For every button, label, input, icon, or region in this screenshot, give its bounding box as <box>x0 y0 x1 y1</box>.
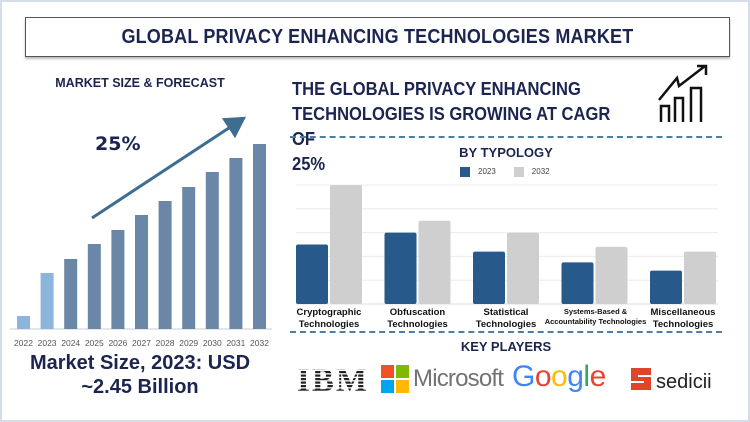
bar-2032-1 <box>418 220 451 304</box>
key-players-title: KEY PLAYERS <box>460 339 552 354</box>
legend-swatch <box>460 167 470 177</box>
bar-2027 <box>135 215 148 329</box>
headline: THE GLOBAL PRIVACY ENHANCING TECHNOLOGIE… <box>292 77 662 177</box>
category-label: Cryptographic Technologies <box>296 307 362 330</box>
title-text: GLOBAL PRIVACY ENHANCING TECHNOLOGIES MA… <box>121 25 634 48</box>
cagr-label: 25% <box>95 133 141 155</box>
bar-2022 <box>17 316 30 329</box>
bar-2028 <box>158 201 172 329</box>
category-label: Miscellaneous Technologies <box>650 307 716 330</box>
market-size-line2: ~2.45 Billion <box>81 376 199 398</box>
headline-line3: 25% <box>292 154 326 174</box>
bar-2025 <box>87 244 101 329</box>
bar-2029 <box>182 187 196 329</box>
year-label: 2027 <box>132 338 151 348</box>
ibm-logo: IBM <box>297 362 367 396</box>
bar-2023-3 <box>561 262 594 304</box>
year-label: 2026 <box>108 338 127 348</box>
year-label: 2025 <box>85 338 104 348</box>
bar-2032-0 <box>330 185 362 304</box>
growth-arrow <box>91 116 247 220</box>
typology-title: BY TYPOLOGY <box>459 145 553 160</box>
category-label: Statistical Technologies <box>475 307 537 330</box>
legend-2023: 2023 <box>460 167 496 177</box>
year-label: 2022 <box>14 338 33 348</box>
growth-chart-icon <box>658 64 708 122</box>
market-size-title: MARKET SIZE & FORECAST <box>55 76 225 90</box>
page-title: GLOBAL PRIVACY ENHANCING TECHNOLOGIES MA… <box>25 17 730 57</box>
bar-2031 <box>229 158 243 329</box>
category-label: Obfuscation Technologies <box>387 307 448 330</box>
bar-2023-2 <box>473 251 505 304</box>
bar-2032-2 <box>507 232 539 304</box>
market-size-line1: Market Size, 2023: USD <box>29 352 251 374</box>
bar-2032 <box>253 144 266 329</box>
headline-line2: TECHNOLOGIES IS GROWING AT CAGR OF <box>292 104 611 149</box>
legend-2032: 2032 <box>513 167 550 177</box>
bar-2023-1 <box>384 232 417 304</box>
year-label: 2029 <box>179 338 198 348</box>
legend: 2023 2032 <box>460 167 550 177</box>
bar-2024 <box>64 259 78 329</box>
microsoft-logo: Microsoft <box>381 362 504 396</box>
headline-line1: THE GLOBAL PRIVACY ENHANCING <box>292 79 581 99</box>
bar-2032-3 <box>595 246 628 304</box>
legend-swatch <box>513 167 524 177</box>
bar-2023-4 <box>650 270 682 304</box>
market-size-chart: 2022 2023 2024 2025 2026 2027 2028 2029 2030 2031… <box>10 116 272 348</box>
category-label: Systems-Based & Accountability Technolog… <box>544 307 647 326</box>
bar-2026 <box>111 230 125 329</box>
bar-2023-0 <box>296 244 328 304</box>
divider <box>290 331 722 333</box>
typology-chart <box>296 184 718 305</box>
year-label: 2023 <box>38 338 57 348</box>
bar-2023 <box>40 273 54 329</box>
bar-2030 <box>205 172 219 329</box>
year-label: 2031 <box>226 338 245 348</box>
legend-label: 2032 <box>531 167 550 177</box>
year-label: 2030 <box>203 338 222 348</box>
divider <box>290 136 722 138</box>
sedicii-logo: sedicii <box>629 362 712 396</box>
bar-2032-4 <box>684 251 716 304</box>
year-label: 2024 <box>61 338 80 348</box>
year-label: 2028 <box>156 338 175 348</box>
legend-label: 2023 <box>478 167 496 177</box>
year-label: 2032 <box>250 338 269 348</box>
svg-text:IBM: IBM <box>297 364 367 394</box>
